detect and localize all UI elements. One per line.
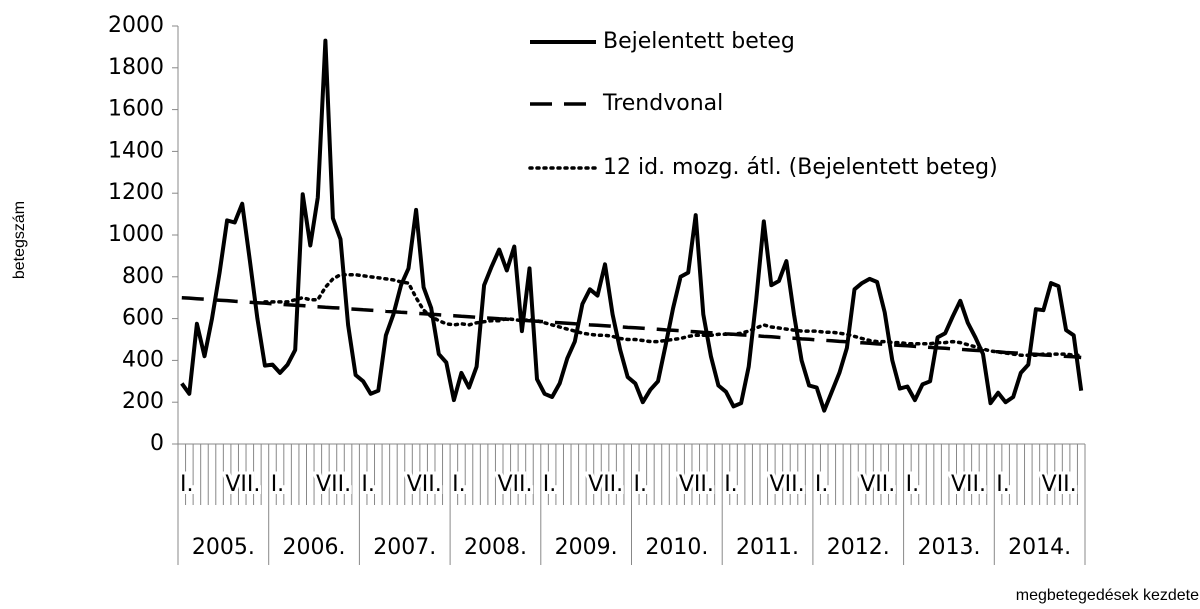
x-tick-label: I. [452, 472, 465, 497]
series-line [181, 295, 1082, 360]
legend-label: 12 id. mozg. átl. (Bejelentett beteg) [603, 155, 998, 180]
x-tick-label: VII. [407, 472, 442, 497]
year-label: 2007. [373, 535, 436, 560]
year-label: 2014. [1008, 535, 1071, 560]
year-label: 2005. [192, 535, 255, 560]
y-tick-label: 1600 [108, 97, 164, 122]
x-tick-label: I. [271, 472, 284, 497]
y-tick-label: 200 [122, 389, 164, 414]
x-tick-label: VII. [1042, 472, 1077, 497]
x-tick-label: VII. [679, 472, 714, 497]
y-tick-label: 1000 [108, 222, 164, 247]
x-tick-label: I. [996, 472, 1009, 497]
x-tick-label: VII. [951, 472, 986, 497]
x-tick-label: VII. [497, 472, 532, 497]
y-tick-label: 0 [150, 431, 164, 456]
x-tick-label: I. [634, 472, 647, 497]
x-tick-label: VII. [588, 472, 623, 497]
x-axis-title: megbetegedések kezdete [1016, 587, 1199, 604]
legend-label: Bejelentett beteg [603, 29, 795, 54]
y-axis-title: betegszám [11, 201, 28, 279]
year-label: 2009. [555, 535, 618, 560]
y-tick-label: 1800 [108, 55, 164, 80]
x-tick-label: I. [815, 472, 828, 497]
x-tick-label: I. [906, 472, 919, 497]
year-label: 2008. [464, 535, 527, 560]
x-tick-label: VII. [770, 472, 805, 497]
x-tick-label: VII. [860, 472, 895, 497]
y-tick-label: 600 [122, 306, 164, 331]
year-label: 2012. [827, 535, 890, 560]
y-tick-label: 1400 [108, 138, 164, 163]
x-tick-label: I. [361, 472, 374, 497]
x-tick-label: I. [724, 472, 737, 497]
y-tick-label: 1200 [108, 180, 164, 205]
year-label: 2006. [283, 535, 346, 560]
year-label: 2011. [736, 535, 799, 560]
x-tick-label: VII. [225, 472, 260, 497]
x-tick-label: VII. [316, 472, 351, 497]
year-label: 2010. [645, 535, 708, 560]
legend-label: Trendvonal [602, 91, 723, 116]
x-tick-label: I. [180, 472, 193, 497]
y-tick-label: 2000 [108, 13, 164, 38]
y-tick-label: 800 [122, 264, 164, 289]
series-line [180, 38, 1084, 413]
year-label: 2013. [917, 535, 980, 560]
x-tick-label: I. [543, 472, 556, 497]
y-tick-label: 400 [122, 347, 164, 372]
series-line [263, 272, 1083, 357]
